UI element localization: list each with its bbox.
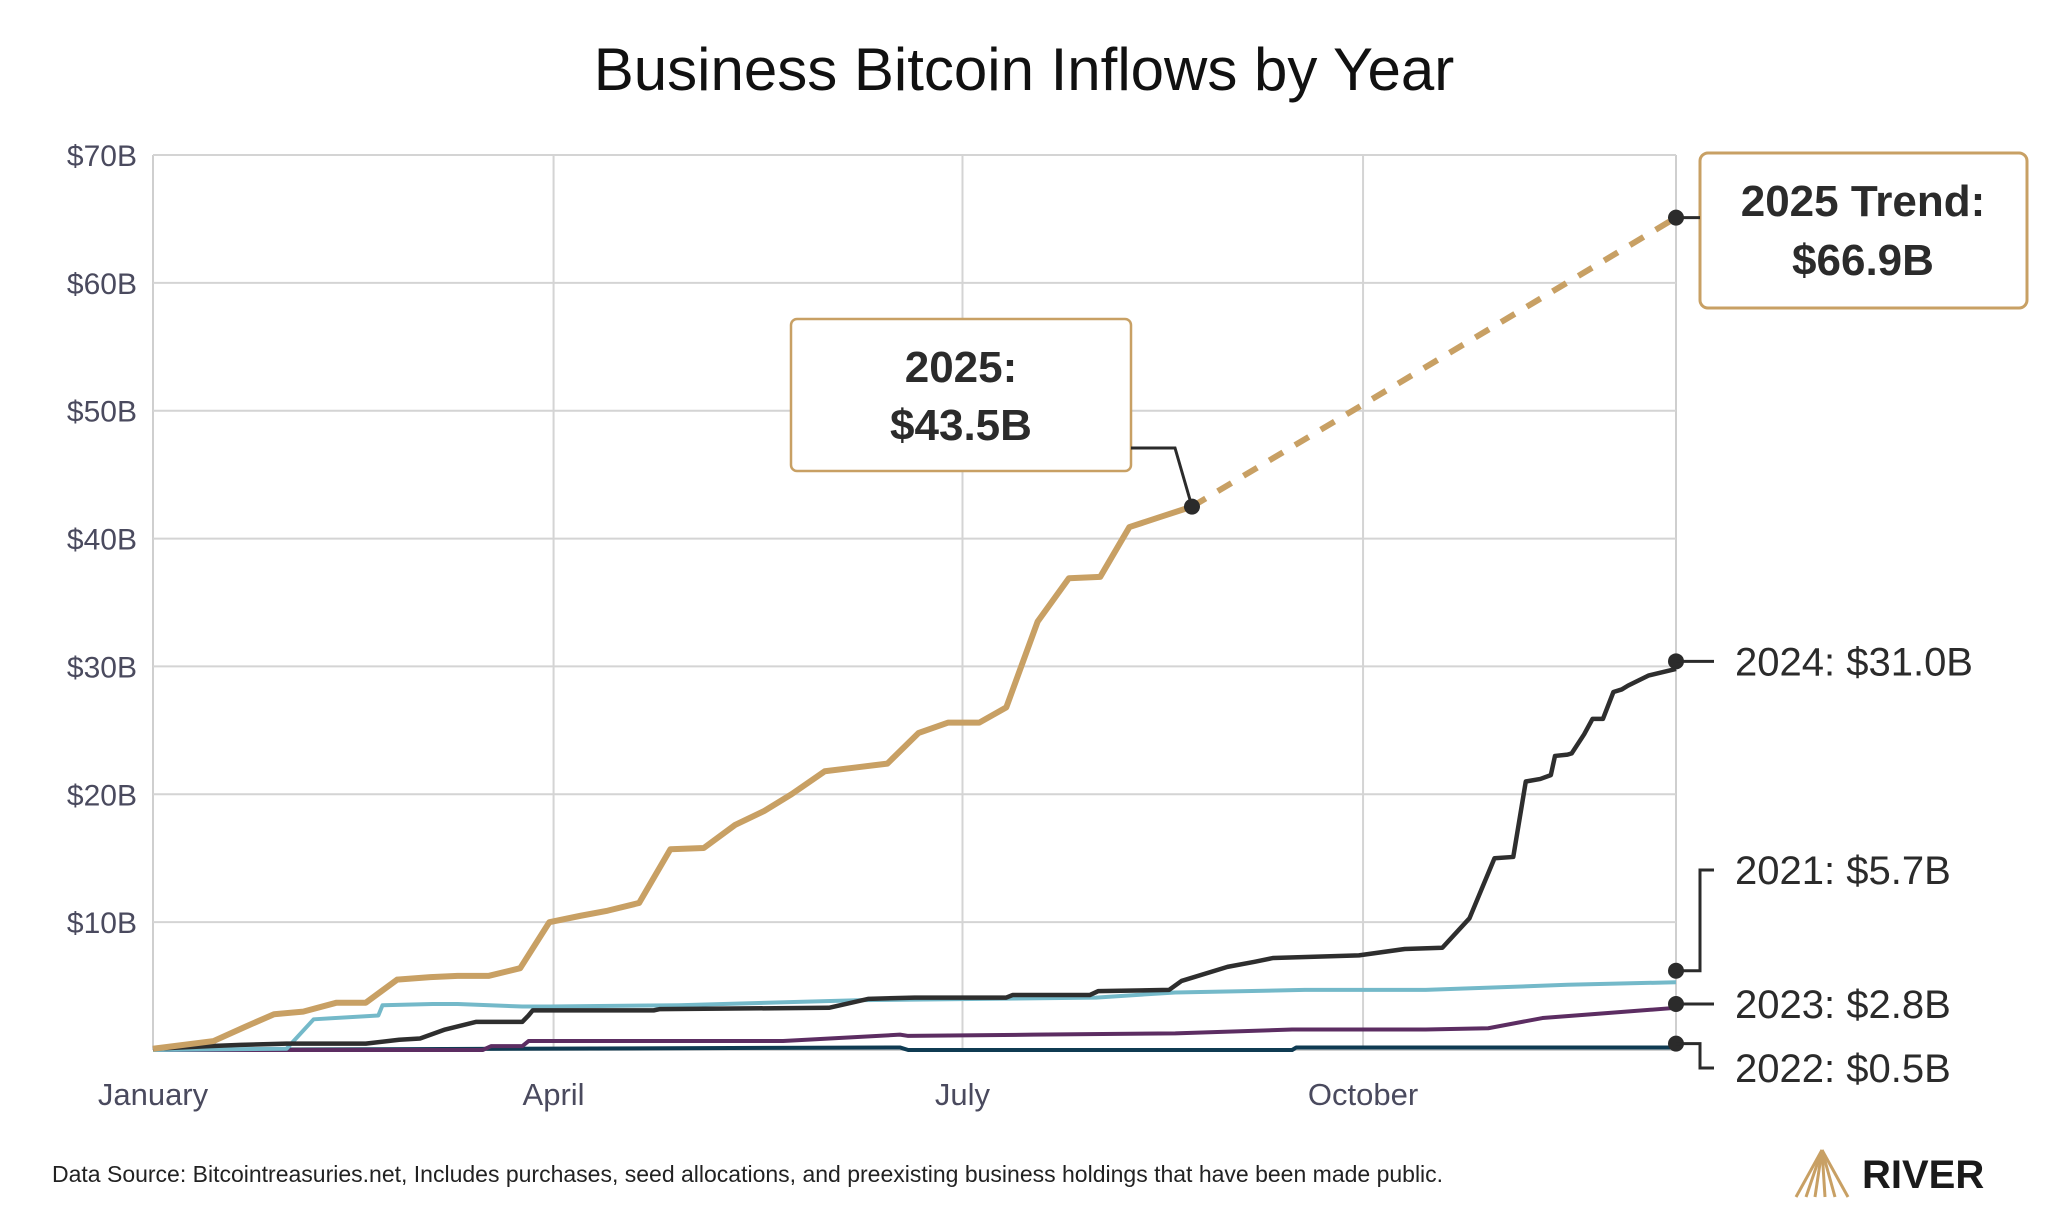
footer-source: Data Source: Bitcointreasuries.net, Incl… xyxy=(52,1161,1443,1187)
callout-2025-line1: 2025: xyxy=(905,343,1018,392)
end-label-2023: 2023: $2.8B xyxy=(1735,983,1951,1027)
chart-title: Business Bitcoin Inflows by Year xyxy=(594,36,1454,103)
callout-2025-connector xyxy=(1131,446,1194,508)
river-logo-icon xyxy=(1794,1149,1850,1198)
annotations: 2025: $43.5B 2025 Trend: $66.9B 2022: $0… xyxy=(789,151,2029,1091)
trend-line-2025 xyxy=(1190,215,1678,510)
series-line-2024 xyxy=(152,666,1677,1051)
end-marker-2025 xyxy=(1183,498,1200,515)
y-tick-label: $70B xyxy=(67,140,137,173)
x-tick-label: April xyxy=(523,1077,585,1112)
end-label-2024: 2024: $31.0B xyxy=(1735,640,1973,684)
series-line-2022 xyxy=(152,1045,1676,1052)
y-tick-label: $30B xyxy=(67,651,137,684)
series-line-2025 xyxy=(152,503,1193,1052)
x-tick-label: October xyxy=(1308,1077,1418,1112)
y-tick-label: $10B xyxy=(67,907,137,940)
y-tick-label: $20B xyxy=(67,779,137,812)
x-tick-label: January xyxy=(98,1077,209,1112)
y-tick-label: $40B xyxy=(67,524,137,557)
connector-2022 xyxy=(1676,1042,1714,1070)
series-line-2021 xyxy=(152,980,1677,1052)
grid xyxy=(152,154,1677,1051)
y-axis: $10B $20B $30B $40B $50B $60B $70B xyxy=(67,140,137,940)
trend-box xyxy=(1698,151,2029,310)
series-lines xyxy=(152,215,1678,1052)
x-axis: January April July October xyxy=(98,1077,1418,1112)
trend-end-marker xyxy=(1668,209,1684,226)
series-line-2023 xyxy=(153,1005,1677,1052)
connector-2021 xyxy=(1676,868,1714,973)
x-tick-label: July xyxy=(935,1077,991,1112)
trend-label-line1: 2025 Trend: xyxy=(1741,177,1986,226)
trend-label-line2: $66.9B xyxy=(1792,236,1934,285)
river-logo: RIVER xyxy=(1794,1149,1984,1198)
end-label-2022: 2022: $0.5B xyxy=(1735,1047,1951,1091)
end-label-2021: 2021: $5.7B xyxy=(1735,849,1951,893)
callout-2025-box xyxy=(789,317,1133,473)
y-tick-label: $60B xyxy=(67,268,137,301)
y-tick-label: $50B xyxy=(67,396,137,429)
river-logo-text: RIVER xyxy=(1862,1153,1984,1197)
callout-2025-line2: $43.5B xyxy=(890,401,1032,450)
